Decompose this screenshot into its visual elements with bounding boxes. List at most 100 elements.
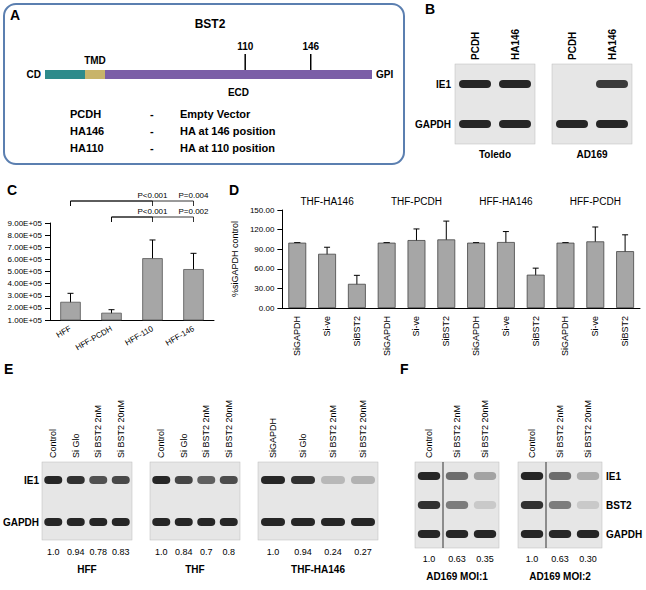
svg-text:IE1: IE1 <box>436 79 451 90</box>
svg-text:0.94: 0.94 <box>294 547 312 557</box>
svg-text:Toledo: Toledo <box>479 149 511 160</box>
svg-text:Si-ve: Si-ve <box>322 316 332 337</box>
svg-text:HFF-146: HFF-146 <box>164 324 196 348</box>
svg-text:146: 146 <box>302 41 319 52</box>
svg-text:Si BST2 20nM: Si BST2 20nM <box>224 400 234 458</box>
svg-text:8.00E+05: 8.00E+05 <box>8 231 43 240</box>
svg-text:Si Glo: Si Glo <box>71 433 81 458</box>
svg-text:0.7: 0.7 <box>200 547 213 557</box>
svg-text:150.00: 150.00 <box>250 206 275 215</box>
svg-text:3.00E+05: 3.00E+05 <box>8 291 43 300</box>
svg-text:Si BST2 20nM: Si BST2 20nM <box>583 400 593 458</box>
svg-text:Empty Vector: Empty Vector <box>180 108 251 120</box>
svg-text:HA110: HA110 <box>70 142 104 154</box>
svg-text:SiGAPDH: SiGAPDH <box>560 316 570 356</box>
svg-text:Control: Control <box>527 429 537 458</box>
svg-text:PCDH: PCDH <box>70 108 101 120</box>
svg-text:-: - <box>150 142 154 154</box>
svg-text:HFF: HFF <box>55 324 73 340</box>
svg-text:HA146: HA146 <box>607 28 618 60</box>
svg-text:GAPDH: GAPDH <box>606 529 642 540</box>
svg-text:P<0.001: P<0.001 <box>137 207 168 216</box>
svg-text:Si BST2 2nM: Si BST2 2nM <box>555 405 565 458</box>
svg-text:THF-HA146: THF-HA146 <box>300 196 354 207</box>
svg-text:Si BST2 2nM: Si BST2 2nM <box>93 405 103 458</box>
svg-text:Control: Control <box>156 429 166 458</box>
svg-text:0.83: 0.83 <box>112 547 130 557</box>
svg-text:1.0: 1.0 <box>526 554 539 564</box>
svg-text:Si BST2 2nM: Si BST2 2nM <box>328 405 338 458</box>
svg-text:0.8: 0.8 <box>222 547 235 557</box>
svg-text:ECD: ECD <box>228 87 249 98</box>
svg-text:P=0.004: P=0.004 <box>178 191 209 200</box>
svg-text:Si BST2 20nM: Si BST2 20nM <box>358 400 368 458</box>
svg-text:-: - <box>150 125 154 137</box>
svg-text:BST2: BST2 <box>606 500 632 511</box>
svg-text:90.00: 90.00 <box>254 245 275 254</box>
svg-text:HA at 110 position: HA at 110 position <box>180 142 275 154</box>
svg-text:SiGAPDH: SiGAPDH <box>382 316 392 356</box>
svg-text:P<0.001: P<0.001 <box>137 191 168 200</box>
svg-text:0.35: 0.35 <box>476 554 494 564</box>
svg-text:Si-ve: Si-ve <box>590 316 600 337</box>
svg-text:0.27: 0.27 <box>354 547 372 557</box>
svg-text:0.63: 0.63 <box>448 554 466 564</box>
svg-text:0.78: 0.78 <box>89 547 107 557</box>
svg-text:HA at 146 position: HA at 146 position <box>180 125 276 137</box>
svg-text:Si BST2 20nM: Si BST2 20nM <box>480 400 490 458</box>
svg-text:BST2: BST2 <box>195 17 226 31</box>
svg-text:Si Glo: Si Glo <box>179 433 189 458</box>
svg-text:GPI: GPI <box>376 69 393 80</box>
svg-text:HFF-HA146: HFF-HA146 <box>479 196 533 207</box>
svg-text:30.00: 30.00 <box>254 284 275 293</box>
svg-text:7.00E+05: 7.00E+05 <box>8 243 43 252</box>
svg-text:Si BST2 20nM: Si BST2 20nM <box>116 400 126 458</box>
svg-text:GAPDH: GAPDH <box>415 119 451 130</box>
svg-text:PCDH: PCDH <box>470 32 481 60</box>
svg-text:SiBST2: SiBST2 <box>441 316 451 347</box>
svg-text:F: F <box>400 361 409 377</box>
svg-text:Si BST2 2nM: Si BST2 2nM <box>452 405 462 458</box>
svg-text:0.24: 0.24 <box>324 547 342 557</box>
svg-text:5.00E+05: 5.00E+05 <box>8 267 43 276</box>
svg-text:C: C <box>7 182 17 198</box>
svg-text:0.63: 0.63 <box>551 554 569 564</box>
svg-text:TMD: TMD <box>84 55 106 66</box>
svg-text:HFF-PCDH: HFF-PCDH <box>570 196 621 207</box>
svg-text:0.30: 0.30 <box>579 554 597 564</box>
svg-text:THF: THF <box>185 564 204 575</box>
svg-text:GAPDH: GAPDH <box>3 517 39 528</box>
svg-text:120.00: 120.00 <box>250 225 275 234</box>
svg-text:SiGAPDH: SiGAPDH <box>292 316 302 356</box>
svg-text:IE1: IE1 <box>606 471 621 482</box>
svg-text:0.00: 0.00 <box>259 304 275 313</box>
svg-text:E: E <box>4 361 13 377</box>
svg-text:SiBST2: SiBST2 <box>531 316 541 347</box>
svg-text:9.00E+05: 9.00E+05 <box>8 219 43 228</box>
svg-text:1.0: 1.0 <box>155 547 168 557</box>
svg-text:CD: CD <box>27 69 41 80</box>
svg-text:1.0: 1.0 <box>267 547 280 557</box>
svg-text:4.00E+05: 4.00E+05 <box>8 279 43 288</box>
svg-text:Si-ve: Si-ve <box>411 316 421 337</box>
svg-text:Si-ve: Si-ve <box>501 316 511 337</box>
svg-text:%siGAPDH control: %siGAPDH control <box>230 221 240 297</box>
svg-text:6.00E+05: 6.00E+05 <box>8 255 43 264</box>
svg-text:HA146: HA146 <box>70 125 104 137</box>
svg-text:SiBST2: SiBST2 <box>352 316 362 347</box>
svg-text:Control: Control <box>424 429 434 458</box>
svg-text:HFF-PCDH: HFF-PCDH <box>74 324 114 352</box>
svg-text:SiGAPDH: SiGAPDH <box>471 316 481 356</box>
svg-text:0.84: 0.84 <box>175 547 193 557</box>
svg-text:B: B <box>425 1 435 17</box>
svg-text:Si Glo: Si Glo <box>298 433 308 458</box>
svg-text:110: 110 <box>237 41 254 52</box>
svg-text:SiGAPDH: SiGAPDH <box>268 418 278 458</box>
svg-text:IE1: IE1 <box>24 475 39 486</box>
svg-text:-: - <box>150 108 154 120</box>
svg-text:2.00E+05: 2.00E+05 <box>8 303 43 312</box>
svg-text:Si BST2 2nM: Si BST2 2nM <box>201 405 211 458</box>
svg-text:60.00: 60.00 <box>254 264 275 273</box>
svg-text:D: D <box>229 182 239 198</box>
svg-text:A: A <box>10 7 20 23</box>
